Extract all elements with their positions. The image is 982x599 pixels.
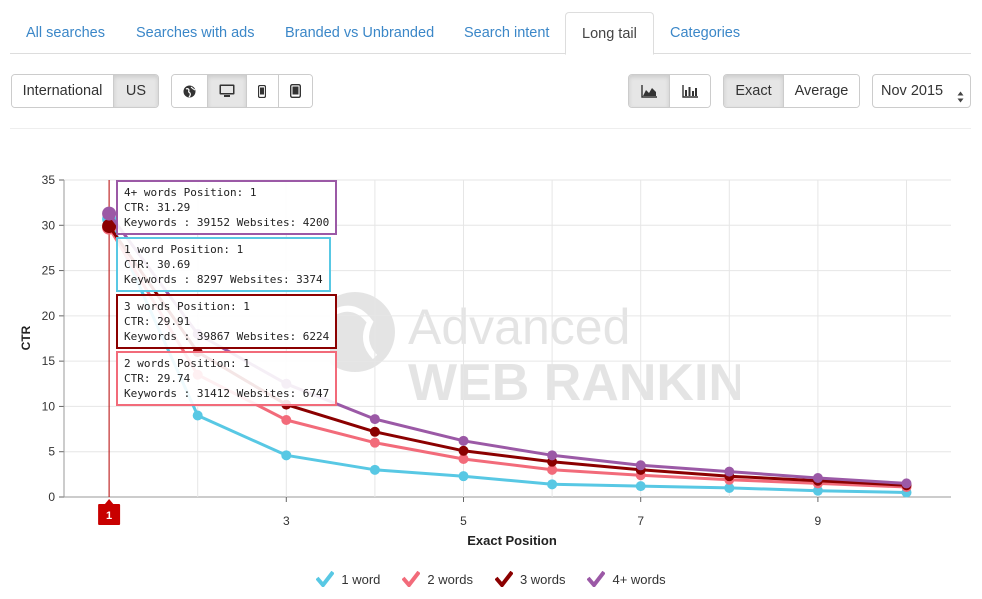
hover-marker <box>98 504 121 525</box>
tooltip-line: 3 words Position: 1 <box>124 300 250 313</box>
tooltip-1-word: 1 word Position: 1 CTR: 30.69 Keywords :… <box>116 237 331 292</box>
data-point <box>635 460 646 471</box>
data-point <box>369 464 380 475</box>
data-point <box>635 481 646 492</box>
tooltip-line: 4+ words Position: 1 <box>124 186 257 199</box>
tooltip-line: Keywords : 39867 Websites: 6224 <box>124 330 330 343</box>
tooltip-line: CTR: 30.69 <box>124 258 191 271</box>
legend-label: 4+ words <box>612 571 666 587</box>
device-toggle <box>171 74 313 108</box>
exact-button[interactable]: Exact <box>724 75 784 107</box>
data-point <box>458 471 469 482</box>
data-point <box>458 445 469 456</box>
checkbox-icon <box>316 571 335 587</box>
tooltip-line: 2 words Position: 1 <box>124 357 250 370</box>
data-point <box>369 437 380 448</box>
average-button[interactable]: Average <box>784 75 859 107</box>
legend-item-1-word[interactable]: 1 word <box>316 569 380 589</box>
y-tick-label: 10 <box>42 399 56 413</box>
data-point <box>369 414 380 425</box>
data-point <box>458 453 469 464</box>
globe-icon[interactable] <box>172 75 208 107</box>
tooltip-line: CTR: 29.74 <box>124 372 191 385</box>
y-tick-label: 35 <box>42 173 56 187</box>
tablet-icon[interactable] <box>278 75 312 107</box>
tab-branded-vs-unbranded[interactable]: Branded vs Unbranded <box>285 25 435 41</box>
data-point <box>901 478 912 489</box>
checkbox-icon <box>494 571 513 587</box>
data-point <box>102 219 117 234</box>
data-point <box>724 466 735 477</box>
international-button[interactable]: International <box>12 75 114 107</box>
legend-label: 3 words <box>519 571 566 587</box>
data-point <box>458 435 469 446</box>
tooltip-3-words: 3 words Position: 1 CTR: 29.91 Keywords … <box>116 294 338 349</box>
chart-type-toggle <box>628 74 711 108</box>
x-tick-label: 5 <box>460 514 467 528</box>
tab-searches-with-ads[interactable]: Searches with ads <box>136 25 255 41</box>
legend-item-2-words[interactable]: 2 words <box>402 569 473 589</box>
tooltip-line: Keywords : 39152 Websites: 4200 <box>124 216 330 229</box>
data-point <box>547 450 558 461</box>
chart-grid <box>64 179 951 498</box>
legend-label: 1 word <box>341 571 381 587</box>
tooltip-2-words: 2 words Position: 1 CTR: 29.74 Keywords … <box>116 351 338 406</box>
data-point <box>812 485 823 496</box>
x-tick-label: 3 <box>283 514 290 528</box>
tab-search-intent[interactable]: Search intent <box>464 25 550 41</box>
y-tick-label: 5 <box>48 445 55 459</box>
tooltip-line: CTR: 29.91 <box>124 315 191 328</box>
checkbox-icon <box>587 571 606 587</box>
series-line <box>107 218 907 494</box>
period-select[interactable]: Nov 2015 <box>872 74 971 108</box>
hover-marker-label: 1 <box>106 510 112 522</box>
data-point <box>281 450 292 461</box>
bar-chart-icon[interactable] <box>670 75 710 107</box>
tooltip-line: Keywords : 8297 Websites: 3374 <box>124 273 323 286</box>
period-select-value: Nov 2015 <box>881 83 944 99</box>
mode-toggle: Exact Average <box>723 74 860 108</box>
y-axis-label: CTR <box>19 325 33 350</box>
tab-long-tail[interactable]: Long tail <box>565 12 654 55</box>
x-axis-label: Exact Position <box>467 533 557 548</box>
checkbox-icon <box>402 571 421 587</box>
tooltip-line: Keywords : 31412 Websites: 6747 <box>124 387 330 400</box>
tab-categories[interactable]: Categories <box>670 25 741 41</box>
y-tick-label: 30 <box>42 218 56 232</box>
area-chart-icon[interactable] <box>629 75 670 107</box>
y-tick-label: 20 <box>42 309 56 323</box>
data-point <box>724 482 735 493</box>
data-point <box>281 415 292 426</box>
chart-legend: 1 word 2 words 3 words 4+ words <box>0 569 982 589</box>
us-button[interactable]: US <box>114 75 158 107</box>
data-point <box>192 410 203 421</box>
y-tick-label: 15 <box>42 354 56 368</box>
select-arrows-icon <box>957 84 964 116</box>
x-tick-label: 7 <box>637 514 644 528</box>
toolbar-divider <box>10 128 971 129</box>
y-tick-label: 25 <box>42 264 56 278</box>
tooltip-line: CTR: 31.29 <box>124 201 191 214</box>
data-point <box>547 479 558 490</box>
legend-item-3-words[interactable]: 3 words <box>494 569 566 589</box>
tab-bar: All searches Searches with ads Branded v… <box>10 12 971 55</box>
tooltip-4plus-words: 4+ words Position: 1 CTR: 31.29 Keywords… <box>116 180 338 235</box>
tab-all-searches[interactable]: All searches <box>26 25 105 41</box>
y-tick-label: 0 <box>48 490 55 504</box>
region-toggle: International US <box>11 74 159 108</box>
data-point <box>369 426 380 437</box>
legend-item-4plus-words[interactable]: 4+ words <box>587 569 666 589</box>
data-point <box>102 206 117 221</box>
tooltip-line: 1 word Position: 1 <box>124 243 244 256</box>
data-point <box>547 464 558 475</box>
legend-label: 2 words <box>427 571 473 587</box>
desktop-icon[interactable] <box>208 75 248 107</box>
x-tick-label: 9 <box>815 514 822 528</box>
data-point <box>812 472 823 483</box>
hover-marker-arrow <box>104 499 115 505</box>
mobile-icon[interactable] <box>247 75 279 107</box>
